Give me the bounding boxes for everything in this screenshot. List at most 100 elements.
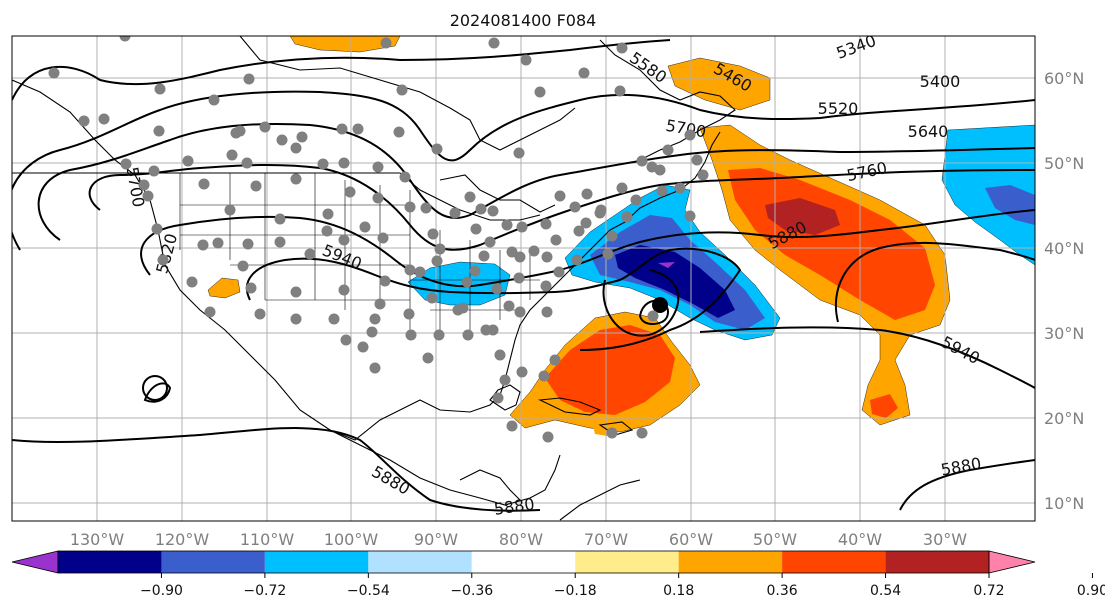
- station-marker: [404, 201, 416, 213]
- lat-label: 30°N: [1044, 324, 1084, 343]
- station-marker: [352, 123, 364, 135]
- station-marker: [580, 217, 592, 229]
- station-marker: [138, 179, 150, 191]
- station-marker: [553, 266, 565, 278]
- station-marker: [461, 276, 473, 288]
- station-marker: [431, 143, 443, 155]
- station-marker: [427, 228, 439, 240]
- station-marker: [142, 190, 154, 202]
- station-marker: [151, 223, 163, 235]
- colorbar-frame: [57, 550, 990, 574]
- lat-label: 20°N: [1044, 409, 1084, 428]
- station-marker: [499, 374, 511, 386]
- station-marker: [606, 427, 618, 439]
- station-marker: [304, 248, 316, 260]
- colorbar-bin: [368, 551, 472, 573]
- station-marker: [487, 205, 499, 217]
- station-marker: [514, 306, 526, 318]
- contour-label: 5640: [908, 122, 949, 141]
- station-marker: [434, 243, 446, 255]
- station-marker: [602, 248, 614, 260]
- station-marker: [469, 265, 481, 277]
- colorbar-tick-label: 0.90: [1077, 583, 1105, 599]
- station-marker: [534, 86, 546, 98]
- station-marker: [475, 203, 487, 215]
- station-marker: [274, 236, 286, 248]
- station-marker: [321, 225, 333, 237]
- station-marker: [636, 155, 648, 167]
- station-marker: [393, 126, 405, 138]
- station-marker: [691, 154, 703, 166]
- lon-label: 60°W: [669, 530, 713, 549]
- map-panel: 5340 5460 5400 5520 5580 5640 5700 5760 …: [11, 35, 1036, 522]
- station-marker: [464, 191, 476, 203]
- contour-label: 5520: [818, 99, 859, 118]
- station-marker: [538, 370, 550, 382]
- station-marker: [403, 308, 415, 320]
- station-marker: [470, 223, 482, 235]
- colorbar-bin: [264, 551, 369, 573]
- station-marker: [405, 329, 417, 341]
- colorbar-tick-label: −0.18: [554, 583, 597, 599]
- station-marker: [243, 73, 255, 85]
- lon-label: 80°W: [499, 530, 543, 549]
- map-title: 2024081400 F084: [450, 11, 597, 30]
- station-marker: [396, 84, 408, 96]
- station-marker: [197, 239, 209, 251]
- station-marker: [250, 180, 262, 192]
- colorbar-bin: [58, 551, 162, 573]
- lon-label: 30°W: [923, 530, 967, 549]
- station-marker: [616, 42, 628, 54]
- station-marker: [513, 272, 525, 284]
- station-marker: [433, 329, 445, 341]
- station-marker: [276, 134, 288, 146]
- station-marker: [290, 142, 302, 154]
- station-marker: [234, 125, 246, 137]
- station-marker: [338, 234, 350, 246]
- station-marker: [494, 349, 506, 361]
- station-marker: [290, 313, 302, 325]
- station-marker: [684, 129, 696, 141]
- lon-label: 110°W: [240, 530, 295, 549]
- colorbar-bin: [471, 551, 576, 573]
- station-marker: [154, 83, 166, 95]
- station-marker: [420, 202, 432, 214]
- station-marker: [226, 149, 238, 161]
- lon-label: 50°W: [753, 530, 797, 549]
- colorbar-bin: [782, 551, 886, 573]
- station-marker: [98, 113, 110, 125]
- station-marker: [322, 208, 334, 220]
- colorbar-tick-label: −0.36: [450, 583, 493, 599]
- station-marker: [488, 37, 500, 49]
- contour-label: 5400: [920, 72, 961, 91]
- station-marker: [338, 157, 350, 169]
- station-marker: [541, 251, 553, 263]
- station-marker: [697, 169, 709, 181]
- station-marker: [186, 276, 198, 288]
- station-marker: [357, 341, 369, 353]
- lat-label: 10°N: [1044, 494, 1084, 513]
- station-marker: [513, 147, 525, 159]
- low-center-marker: [652, 297, 668, 313]
- station-marker: [245, 282, 257, 294]
- colorbar-tick-label: 0.18: [663, 583, 694, 599]
- colorbar-tick-label: 0.36: [767, 583, 798, 599]
- station-marker: [254, 308, 266, 320]
- station-marker: [344, 186, 356, 198]
- height-contours: [12, 39, 1035, 512]
- colorbar-bin: [678, 551, 783, 573]
- station-marker: [569, 201, 581, 213]
- station-marker: [212, 237, 224, 249]
- station-marker: [119, 36, 131, 42]
- lon-label: 100°W: [324, 530, 379, 549]
- station-marker: [621, 211, 633, 223]
- station-marker: [540, 218, 552, 230]
- colorbar-tick-label: −0.90: [140, 583, 183, 599]
- station-marker: [501, 219, 513, 231]
- lon-label: 130°W: [70, 530, 125, 549]
- station-marker: [379, 275, 391, 287]
- station-marker: [540, 280, 552, 292]
- lon-label: 70°W: [584, 530, 628, 549]
- station-marker: [684, 210, 696, 222]
